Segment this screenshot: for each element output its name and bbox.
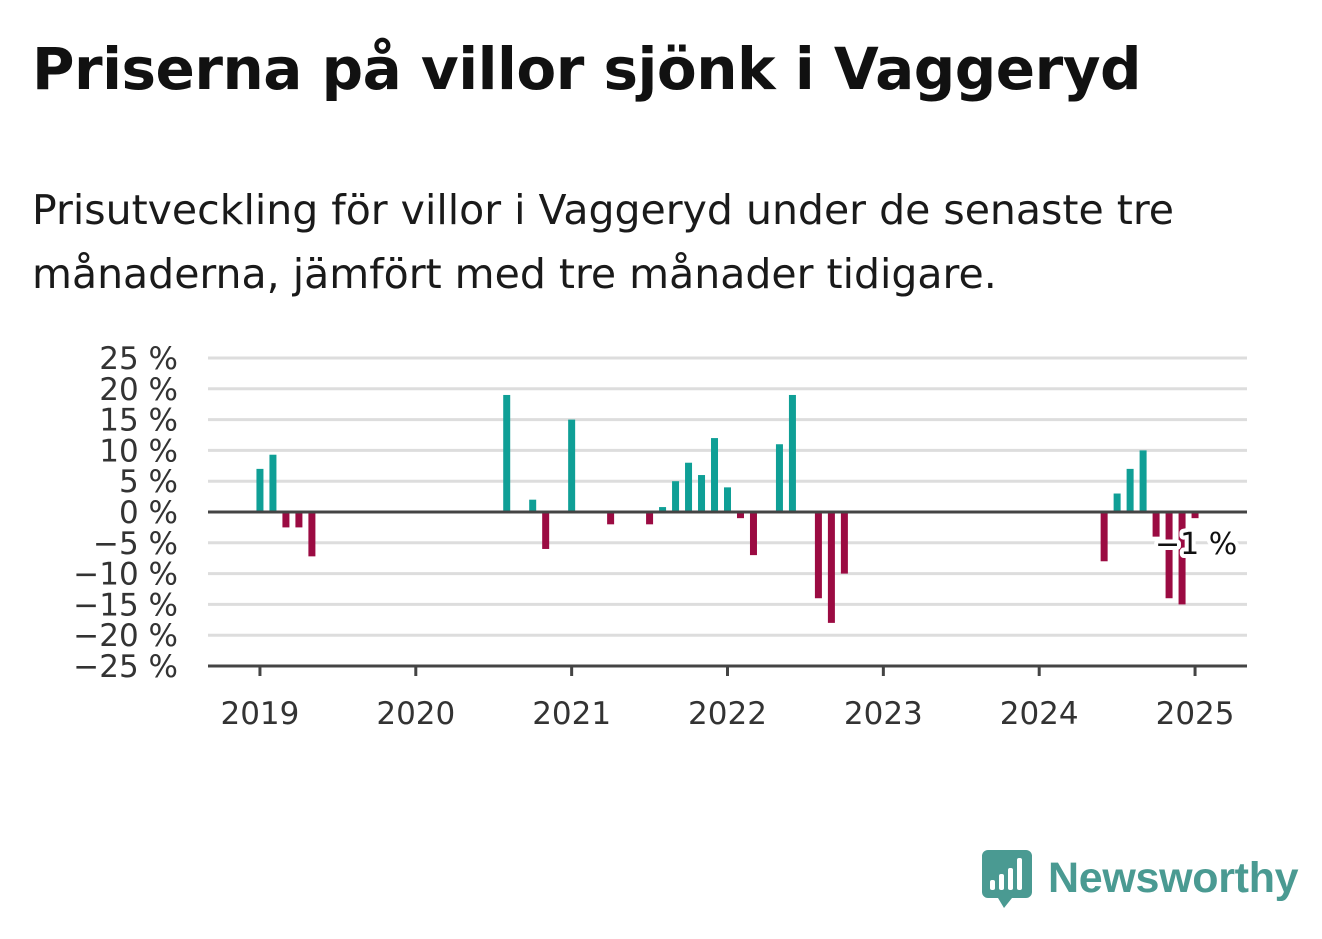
bar — [736, 512, 744, 519]
bar — [295, 512, 303, 528]
bar — [646, 512, 654, 525]
brand-name: Newsworthy — [1048, 853, 1299, 902]
bar — [840, 512, 848, 574]
bar — [698, 475, 706, 512]
x-tick-label: 2022 — [688, 696, 767, 732]
bar — [542, 512, 550, 549]
bar — [1100, 512, 1108, 562]
bar — [672, 481, 680, 512]
y-tick-label: −10 % — [73, 557, 178, 593]
chart-subtitle: Prisutveckling för villor i Vaggeryd und… — [32, 186, 1174, 298]
bar — [529, 499, 537, 512]
x-tick-label: 2021 — [532, 696, 611, 732]
bar — [269, 454, 277, 512]
bar — [503, 394, 511, 512]
bar — [568, 419, 576, 512]
y-tick-label: 20 % — [99, 372, 178, 408]
y-tick-label: −15 % — [73, 587, 178, 623]
annotations: −1 % — [1151, 523, 1241, 566]
bar — [814, 512, 822, 599]
bar — [1139, 450, 1147, 512]
x-tick-label: 2019 — [220, 696, 299, 732]
bar — [308, 512, 316, 557]
newsworthy-logo: Newsworthy — [980, 848, 1299, 908]
bar — [711, 438, 719, 512]
bar — [749, 512, 757, 556]
y-tick-label: 10 % — [99, 433, 178, 469]
y-tick-label: −25 % — [73, 649, 178, 685]
x-tick-label: 2025 — [1156, 696, 1235, 732]
chart-title: Priserna på villor sjönk i Vaggeryd — [32, 35, 1142, 103]
y-tick-label: 0 % — [119, 495, 178, 531]
y-tick-label: 15 % — [99, 403, 178, 439]
bar — [1152, 512, 1160, 537]
bar — [1165, 512, 1173, 599]
bar — [1191, 512, 1199, 519]
gridlines — [208, 356, 1247, 637]
bar — [775, 444, 783, 512]
value-annotation: −1 % — [1155, 527, 1237, 562]
bar — [827, 512, 835, 623]
x-tick-label: 2024 — [1000, 696, 1079, 732]
bar — [1126, 468, 1134, 512]
y-tick-label: 25 % — [99, 341, 178, 377]
bar — [1178, 512, 1186, 605]
x-axis-labels: 2019 2020 2021 2022 2023 2024 2025 — [220, 666, 1235, 732]
bars — [256, 394, 1199, 623]
bar-chart: 25 %20 %15 %10 %5 %0 %−5 %−10 %−15 %−20 … — [73, 341, 1247, 732]
bar — [256, 468, 264, 512]
axes — [208, 510, 1247, 668]
bar — [607, 512, 615, 525]
bar — [1113, 493, 1121, 512]
newsworthy-logo-icon — [982, 850, 1032, 908]
bar — [659, 507, 667, 512]
y-axis-labels: 25 %20 %15 %10 %5 %0 %−5 %−10 %−15 %−20 … — [73, 341, 178, 685]
bar — [724, 487, 731, 512]
x-tick-label: 2023 — [844, 696, 923, 732]
y-tick-label: 5 % — [119, 464, 178, 500]
y-tick-label: −20 % — [73, 618, 178, 654]
y-tick-label: −5 % — [93, 526, 178, 562]
bar — [788, 394, 796, 512]
bar — [282, 512, 290, 528]
x-tick-label: 2020 — [376, 696, 455, 732]
bar — [685, 462, 693, 512]
